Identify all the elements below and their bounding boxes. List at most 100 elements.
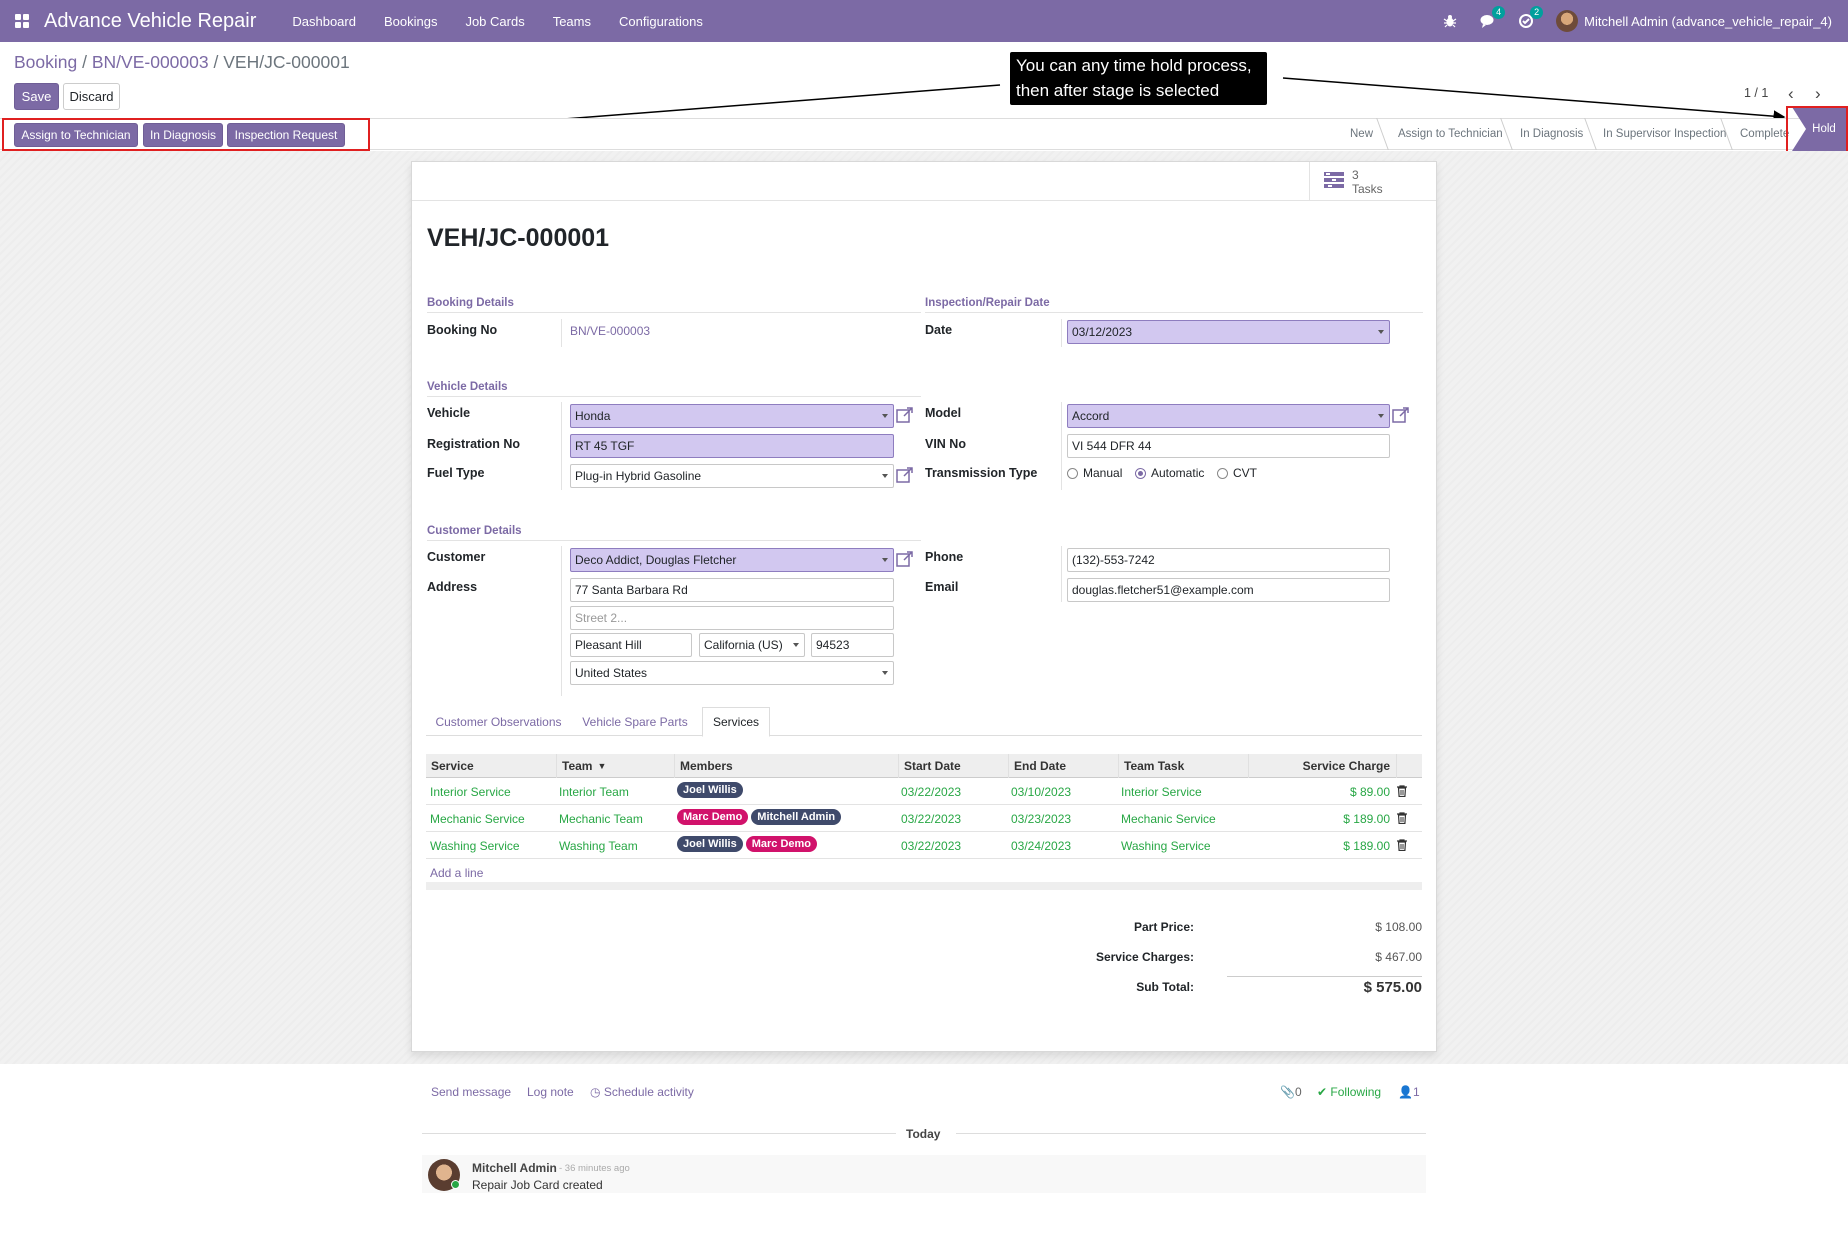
part-price-value: $ 108.00 (1375, 920, 1422, 934)
model-field[interactable]: Accord (1067, 404, 1390, 428)
divider (422, 1133, 896, 1134)
trash-icon[interactable] (1396, 839, 1408, 852)
registration-no-field[interactable]: RT 45 TGF (570, 434, 894, 458)
assign-to-technician-button[interactable]: Assign to Technician (14, 123, 138, 147)
in-diagnosis-button[interactable]: In Diagnosis (143, 123, 223, 147)
trash-icon[interactable] (1396, 785, 1408, 798)
col-team[interactable]: Team ▼ (556, 754, 674, 778)
table-row[interactable] (426, 832, 1422, 859)
stage-in-diagnosis[interactable]: In Diagnosis (1520, 128, 1584, 140)
transmission-manual-radio[interactable]: Manual (1067, 466, 1122, 480)
bug-icon[interactable] (1442, 13, 1458, 29)
radio-circle (1217, 467, 1228, 479)
cell-members: Marc Demo Mitchell Admin (677, 809, 844, 825)
save-button[interactable]: Save (14, 83, 59, 110)
external-link-icon[interactable] (896, 466, 914, 484)
message-author[interactable]: Mitchell Admin (472, 1161, 557, 1175)
email-field[interactable]: douglas.fletcher51@example.com (1067, 578, 1390, 602)
phone-field[interactable]: (132)-553-7242 (1067, 548, 1390, 572)
attachments-button[interactable]: 📎0 (1280, 1085, 1302, 1099)
fuel-type-field[interactable]: Plug-in Hybrid Gasoline (570, 464, 894, 488)
col-service[interactable]: Service (431, 759, 474, 773)
activities-icon[interactable]: 2 (1518, 6, 1544, 29)
menu-teams[interactable]: Teams (552, 13, 591, 29)
date-field[interactable]: 03/12/2023 (1067, 320, 1390, 344)
messages-icon[interactable]: 4 (1480, 6, 1506, 29)
schedule-activity-button[interactable]: ◷ Schedule activity (590, 1085, 694, 1099)
pager-value[interactable]: 1 / 1 (1744, 86, 1769, 100)
table-row[interactable] (426, 778, 1422, 805)
cell-service: Interior Service (430, 785, 511, 799)
external-link-icon[interactable] (896, 406, 914, 424)
field-divider (561, 319, 562, 347)
member-tag: Marc Demo (677, 809, 749, 825)
booking-no-link[interactable]: BN/VE-000003 (570, 324, 651, 338)
log-note-button[interactable]: Log note (527, 1085, 574, 1099)
menu-job-cards[interactable]: Job Cards (465, 13, 525, 29)
user-menu[interactable]: Mitchell Admin (advance_vehicle_repair_4… (1556, 10, 1832, 32)
apps-menu-icon[interactable] (0, 0, 44, 42)
cell-team-task: Mechanic Service (1121, 812, 1216, 826)
inspection-request-button[interactable]: Inspection Request (227, 123, 345, 147)
label-booking-no: Booking No (427, 323, 498, 337)
vehicle-field[interactable]: Honda (570, 404, 894, 428)
table-row[interactable] (426, 805, 1422, 832)
button-box: 3 Tasks (412, 162, 1436, 201)
menu-configurations[interactable]: Configurations (619, 13, 703, 29)
section-customer-details: Customer Details (427, 525, 921, 541)
pager-next-icon[interactable]: › (1815, 84, 1821, 103)
activities-count-badge: 2 (1530, 6, 1544, 19)
tasks-smart-button[interactable]: 3 Tasks (1309, 162, 1437, 201)
pager-previous-icon[interactable]: ‹ (1788, 84, 1794, 103)
col-members[interactable]: Members (674, 754, 898, 778)
chatter-message (422, 1155, 1426, 1193)
send-message-button[interactable]: Send message (431, 1085, 512, 1099)
menu-bookings[interactable]: Bookings (383, 13, 438, 29)
breadcrumb-current: VEH/JC-000001 (223, 52, 350, 72)
radio-label: Automatic (1151, 466, 1205, 480)
member-tag: Mitchell Admin (751, 809, 842, 825)
col-team-task[interactable]: Team Task (1118, 754, 1248, 778)
discard-button[interactable]: Discard (63, 83, 120, 110)
tasks-icon (1324, 171, 1344, 192)
external-link-icon[interactable] (896, 550, 914, 568)
stage-complete[interactable]: Complete (1740, 128, 1790, 140)
breadcrumb-booking-record[interactable]: BN/VE-000003 (91, 52, 209, 72)
label-registration-no: Registration No (427, 437, 521, 451)
external-link-icon[interactable] (1392, 406, 1410, 424)
followers-button[interactable]: 👤1 (1398, 1085, 1420, 1099)
col-start-date[interactable]: Start Date (898, 754, 1008, 778)
tab-customer-observations[interactable]: Customer Observations (435, 714, 562, 729)
breadcrumb-booking[interactable]: Booking (14, 52, 78, 72)
vin-no-field[interactable]: VI 544 DFR 44 (1067, 434, 1390, 458)
menu-dashboard[interactable]: Dashboard (292, 13, 356, 29)
street-field[interactable]: 77 Santa Barbara Rd (570, 578, 894, 602)
transmission-automatic-radio[interactable]: Automatic (1135, 466, 1204, 480)
state-field[interactable]: California (US) (699, 633, 805, 657)
country-field[interactable]: United States (570, 661, 894, 685)
cell-team-task: Interior Service (1121, 785, 1202, 799)
form-sheet: 3 Tasks VEH/JC-000001 Booking Details Ins… (411, 161, 1437, 1052)
stage-in-supervisor-inspection[interactable]: In Supervisor Inspection (1603, 128, 1727, 140)
following-button[interactable]: ✔ Following (1317, 1085, 1381, 1099)
customer-field[interactable]: Deco Addict, Douglas Fletcher (570, 548, 894, 572)
col-service-charge[interactable]: Service Charge (1248, 754, 1396, 778)
message-body: Repair Job Card created (472, 1178, 603, 1192)
stage-assign-to-technician[interactable]: Assign to Technician (1398, 128, 1503, 140)
transmission-cvt-radio[interactable]: CVT (1217, 466, 1257, 480)
label-address: Address (427, 580, 478, 594)
services-table-header (426, 754, 1422, 778)
stage-new[interactable]: New (1350, 128, 1374, 140)
zip-field[interactable]: 94523 (811, 633, 894, 657)
cell-team-task: Washing Service (1121, 839, 1211, 853)
col-end-date[interactable]: End Date (1008, 754, 1118, 778)
add-line-link[interactable]: Add a line (430, 866, 484, 880)
app-brand[interactable]: Advance Vehicle Repair (44, 9, 257, 32)
check-icon: ✔ (1317, 1085, 1328, 1099)
trash-icon[interactable] (1396, 812, 1408, 825)
street2-field[interactable]: Street 2... (570, 606, 894, 630)
tab-vehicle-spare-parts[interactable]: Vehicle Spare Parts (582, 714, 688, 729)
section-booking-details: Booking Details (427, 297, 921, 313)
city-field[interactable]: Pleasant Hill (570, 633, 692, 657)
tab-services[interactable]: Services (702, 707, 770, 737)
